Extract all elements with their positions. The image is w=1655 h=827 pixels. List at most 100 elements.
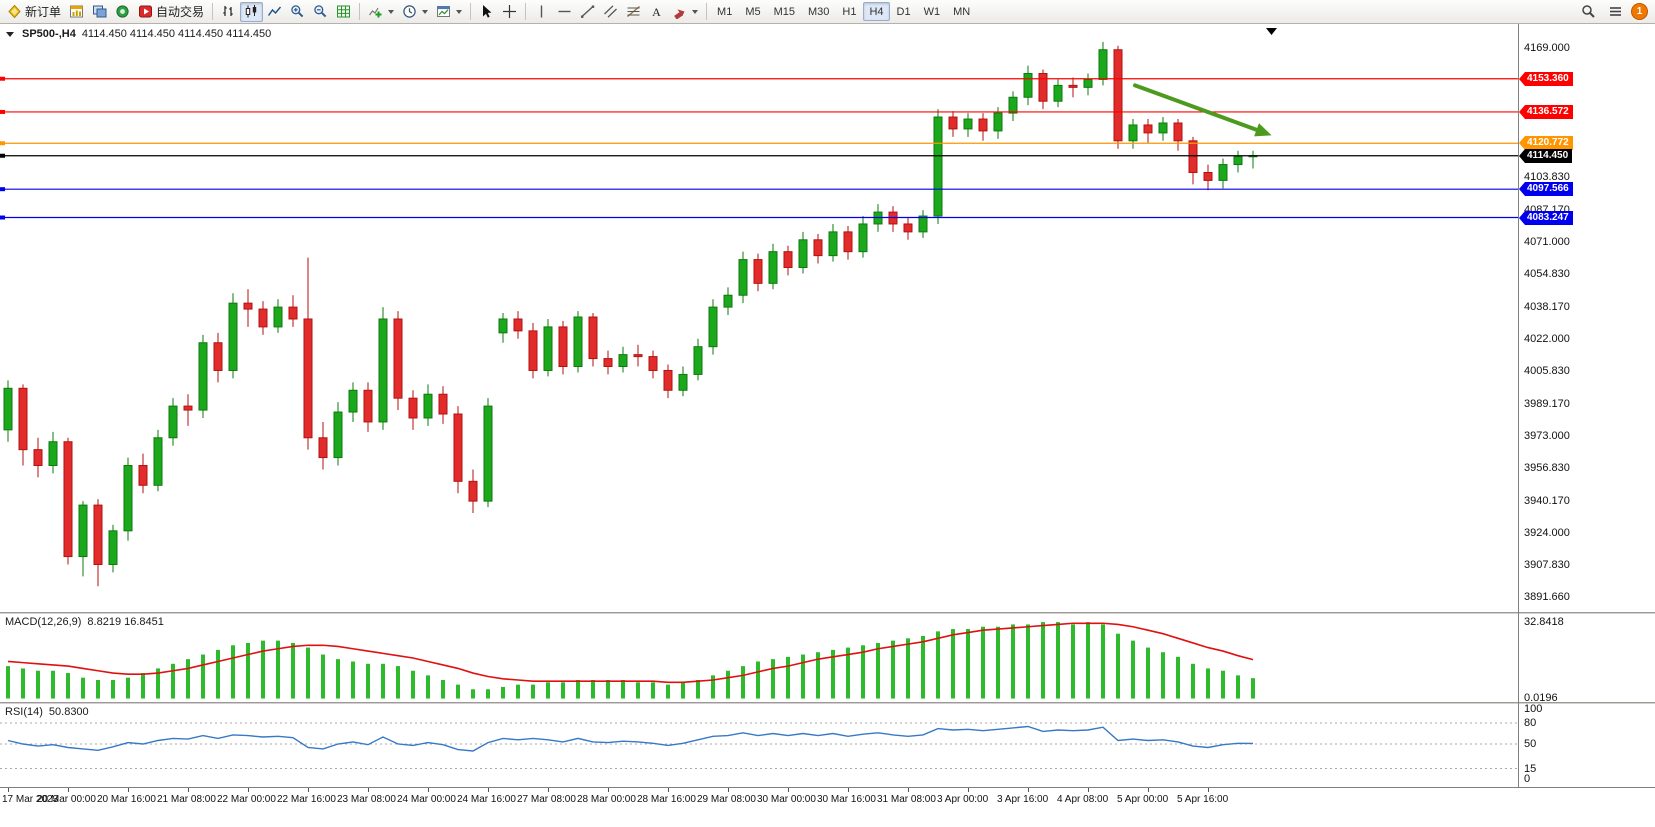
profiles-icon — [93, 5, 107, 18]
line-left-marker — [0, 215, 5, 220]
price-line-badge: 4097.566 — [1519, 182, 1573, 197]
auto-trading-label: 自动交易 — [156, 5, 205, 19]
rsi-panel[interactable] — [0, 704, 1518, 786]
grid-button[interactable] — [332, 2, 355, 22]
menu-button[interactable] — [1604, 2, 1627, 22]
candle — [183, 394, 193, 426]
indicators-dropdown-caret — [388, 9, 395, 14]
candle — [1218, 158, 1228, 189]
timeframe-w1-button[interactable]: W1 — [918, 2, 947, 21]
time-tick — [968, 788, 969, 792]
search-button[interactable] — [1577, 2, 1600, 22]
candle — [978, 113, 988, 141]
candlestick-chart-button[interactable] — [240, 1, 264, 22]
macd-histogram-bar — [711, 675, 715, 699]
candle — [468, 469, 478, 514]
charts-window-button[interactable] — [65, 2, 88, 22]
candle — [138, 453, 148, 494]
refresh-button[interactable] — [111, 2, 134, 22]
candle — [633, 344, 643, 367]
templates-button[interactable] — [432, 2, 466, 22]
macd-histogram-bar — [261, 640, 265, 699]
svg-text:A: A — [652, 5, 661, 19]
candle — [198, 334, 208, 418]
timeframe-m15-button[interactable]: M15 — [768, 2, 801, 21]
line-left-marker — [0, 109, 5, 114]
time-axis-label: 3 Apr 16:00 — [997, 794, 1049, 805]
macd-histogram-bar — [876, 642, 880, 699]
periods-button[interactable] — [398, 2, 432, 22]
bar-chart-button[interactable] — [217, 2, 240, 22]
profiles-button[interactable] — [88, 2, 111, 22]
time-axis-label: 30 Mar 16:00 — [817, 794, 876, 805]
panel-splitter[interactable] — [0, 612, 1655, 614]
notification-badge[interactable]: 1 — [1631, 3, 1648, 20]
time-tick — [308, 788, 309, 792]
timeframe-m1-button[interactable]: M1 — [711, 2, 738, 21]
time-axis-label: 20 Mar 00:00 — [37, 794, 96, 805]
macd-histogram-bar — [291, 642, 295, 699]
macd-histogram-bar — [1026, 624, 1030, 699]
autoscroll-marker-icon[interactable] — [1266, 28, 1277, 35]
candle — [33, 437, 43, 478]
horizontal-line-tool-button[interactable] — [553, 2, 576, 22]
time-axis-label: 4 Apr 08:00 — [1057, 794, 1109, 805]
macd-histogram-bar — [231, 645, 235, 699]
zoom-out-button[interactable] — [309, 2, 332, 22]
candle — [948, 111, 958, 137]
zoom-in-button[interactable] — [286, 2, 309, 22]
cursor-button[interactable] — [475, 2, 498, 22]
text-tool-button[interactable]: A — [645, 2, 668, 22]
indicators-button[interactable] — [364, 2, 398, 22]
macd-histogram-bar — [306, 647, 310, 699]
candle — [588, 313, 598, 367]
macd-histogram-bar — [201, 654, 205, 699]
trendline-tool-button[interactable] — [576, 2, 599, 22]
timeframe-h1-button[interactable]: H1 — [836, 2, 862, 21]
fibonacci-tool-button[interactable] — [622, 2, 645, 22]
time-axis-label: 22 Mar 16:00 — [277, 794, 336, 805]
candle — [1158, 117, 1168, 141]
timeframe-d1-button[interactable]: D1 — [891, 2, 917, 21]
candle — [93, 499, 103, 587]
price-chart[interactable] — [0, 24, 1518, 612]
line-chart-button[interactable] — [263, 2, 286, 22]
timeframe-m30-button[interactable]: M30 — [802, 2, 835, 21]
timeframe-m5-button[interactable]: M5 — [739, 2, 766, 21]
candle — [108, 524, 118, 573]
panel-splitter[interactable] — [0, 702, 1655, 704]
shapes-tool-button[interactable] — [668, 2, 702, 22]
search-icon — [1582, 5, 1595, 18]
trend-arrow[interactable] — [1133, 83, 1267, 135]
macd-histogram-bar — [351, 661, 355, 699]
line-chart-icon — [267, 6, 282, 16]
price-line-badge: 4153.360 — [1519, 71, 1573, 86]
vertical-line-tool-button[interactable] — [530, 2, 553, 22]
macd-histogram-bar — [981, 626, 985, 699]
crosshair-button[interactable] — [498, 2, 521, 22]
template-icon — [437, 6, 451, 17]
macd-panel[interactable] — [0, 614, 1518, 702]
toolbar-separator — [470, 3, 472, 20]
price-axis-label: 4022.000 — [1524, 332, 1570, 345]
candle — [1038, 69, 1048, 110]
price-axis-label: 3989.170 — [1524, 397, 1570, 410]
new-order-button[interactable]: 新订单 — [3, 2, 65, 22]
time-axis[interactable]: 17 Mar 2023 20 Mar 00:00 20 Mar 16:00 21 Ma… — [0, 787, 1655, 827]
auto-trading-button[interactable]: 自动交易 — [134, 2, 208, 22]
price-line-badge: 4136.572 — [1519, 104, 1573, 119]
time-axis-label: 20 Mar 16:00 — [97, 794, 156, 805]
one-click-trading-arrow[interactable] — [6, 31, 14, 37]
macd-histogram-bar — [1011, 624, 1015, 699]
candle — [753, 253, 763, 292]
time-tick — [368, 788, 369, 792]
candle — [843, 225, 853, 260]
macd-histogram-bar — [1221, 670, 1225, 699]
time-tick — [1028, 788, 1029, 792]
macd-axis-label: 32.8418 — [1524, 616, 1564, 629]
badge-arrow-icon — [1519, 148, 1525, 163]
timeframe-mn-button[interactable]: MN — [947, 2, 976, 21]
channel-tool-button[interactable] — [599, 2, 622, 22]
timeframe-h4-button[interactable]: H4 — [863, 2, 890, 21]
time-tick — [608, 788, 609, 792]
